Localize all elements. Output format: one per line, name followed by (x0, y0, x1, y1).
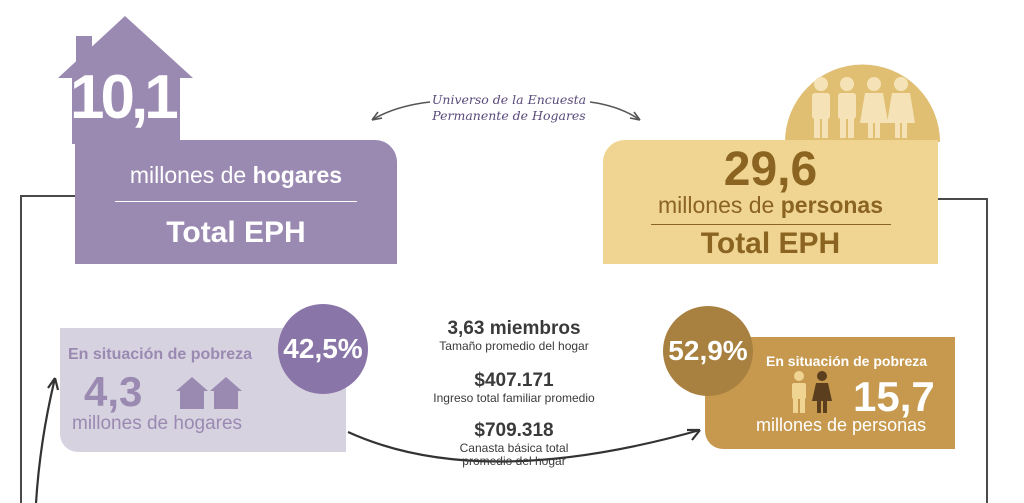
houses-icon (176, 377, 242, 409)
total-persons-panel: 29,6 millones de personas Total EPH (603, 140, 938, 264)
poverty-persons-unit: millones de personas (756, 415, 927, 435)
left-up-arrow (34, 377, 57, 503)
left-connector-vertical (20, 195, 22, 503)
household-size-label: Tamaño promedio del hogar (439, 339, 589, 353)
persons-divider (651, 224, 891, 225)
basic-basket-label-line2: promedio del hogar (462, 454, 566, 468)
right-connector-top (938, 198, 988, 200)
universe-arrow-left (371, 101, 431, 121)
household-income-label: Ingreso total familiar promedio (433, 391, 595, 405)
poverty-households-percent-badge: 42,5% (278, 304, 368, 394)
right-connector-vertical (986, 198, 988, 503)
people-icon-group (785, 64, 940, 142)
total-households-value: 10,1 (70, 63, 179, 132)
poverty-households-panel: En situación de pobreza 4,3 millones de … (60, 328, 346, 452)
household-income-value: $407.171 (474, 370, 554, 391)
persons-unit-prefix: millones de (658, 192, 781, 218)
universe-arrow-right (589, 101, 641, 121)
left-connector-top (20, 195, 76, 197)
poverty-persons-title: En situación de pobreza (766, 353, 928, 369)
households-unit-prefix: millones de (129, 162, 253, 188)
households-total-label: Total EPH (166, 216, 306, 249)
total-households-panel: millones de hogares Total EPH (75, 140, 397, 264)
poverty-households-unit: millones de hogares (72, 413, 243, 434)
poverty-households-value: 4,3 (84, 368, 143, 415)
persons-unit: millones de personas (603, 192, 938, 219)
households-unit: millones de hogares (75, 162, 397, 189)
persons-icon (792, 371, 832, 413)
universe-caption-line2: Permanente de Hogares (432, 108, 586, 123)
household-income-stat: $407.171 Ingreso total familiar promedio (394, 370, 634, 405)
poverty-households-title: En situación de pobreza (68, 346, 253, 363)
poverty-households-percent: 42,5% (283, 333, 363, 364)
persons-total-label: Total EPH (700, 227, 841, 260)
households-unit-bold: hogares (252, 162, 343, 188)
basic-basket-value: $709.318 (474, 420, 554, 441)
poverty-persons-percent-badge: 52,9% (663, 306, 753, 396)
house-icon (58, 16, 193, 144)
basic-basket-label-line1: Canasta básica total (459, 441, 569, 455)
basic-basket-stat: $709.318 Canasta básica total promedio d… (394, 420, 634, 468)
hogares-to-personas-arrow (347, 428, 701, 463)
total-persons-value: 29,6 (723, 143, 818, 196)
households-divider (115, 201, 357, 202)
universe-caption-line1: Universo de la Encuesta (431, 92, 587, 107)
household-size-stat: 3,63 miembros Tamaño promedio del hogar (394, 318, 634, 353)
universe-caption: Universo de la Encuesta Permanente de Ho… (414, 92, 604, 124)
poverty-persons-percent: 52,9% (668, 335, 748, 366)
poverty-persons-value: 15,7 (853, 373, 935, 420)
persons-unit-bold: personas (780, 192, 883, 218)
household-size-value: 3,63 miembros (447, 318, 581, 339)
